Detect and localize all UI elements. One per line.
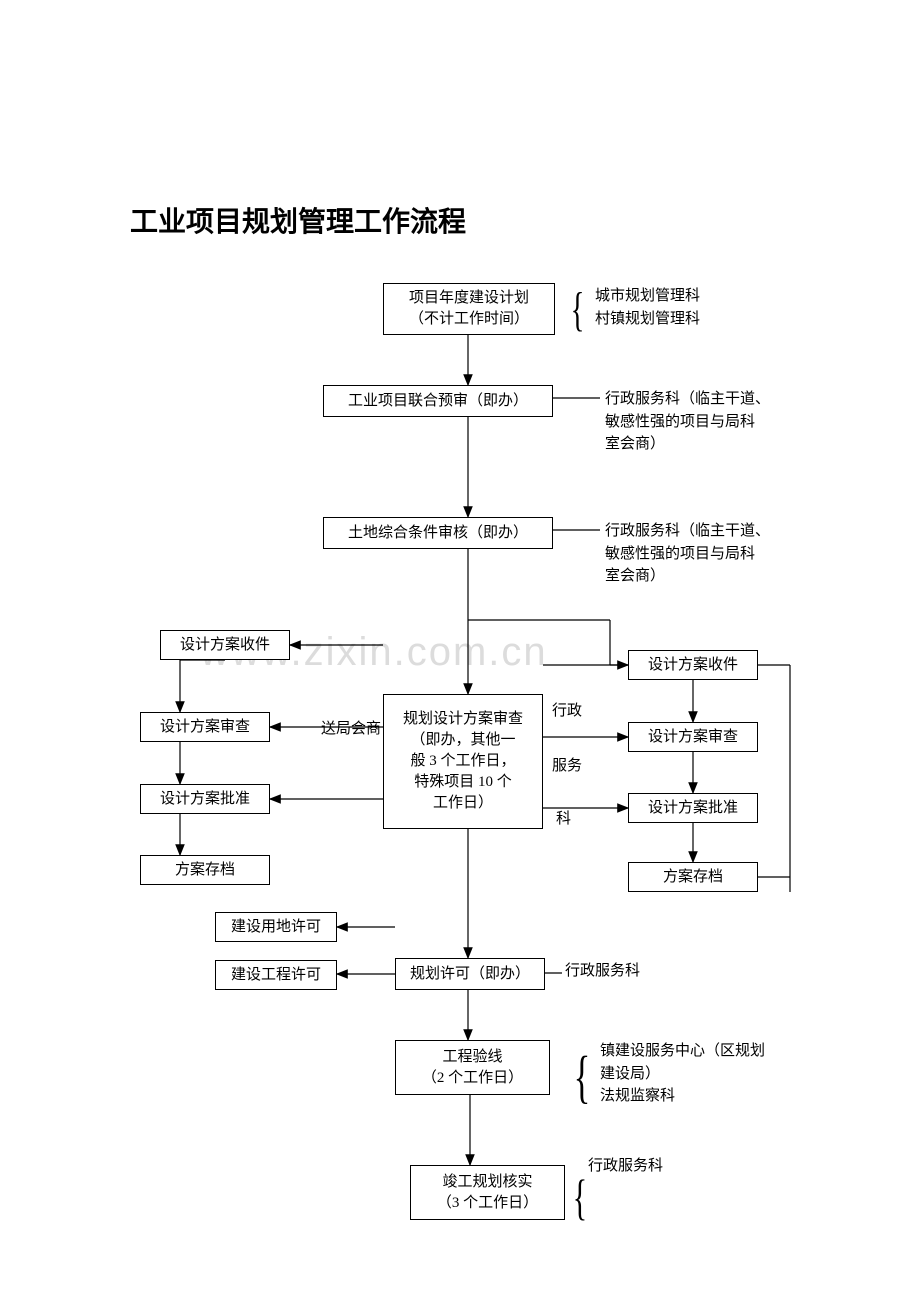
brace-2: { <box>574 1048 591 1106</box>
node-completion-verify: 竣工规划核实（3 个工作日） <box>410 1165 565 1220</box>
note-a3: 行政服务科（临主干道、敏感性强的项目与局科室会商） <box>605 520 770 588</box>
node-right-receive: 设计方案收件 <box>628 650 758 680</box>
node-joint-preaudit: 工业项目联合预审（即办） <box>323 385 553 417</box>
node-line-inspection: 工程验线（2 个工作日） <box>395 1040 550 1095</box>
node-design-review: 规划设计方案审查（即办，其他一般 3 个工作日，特殊项目 10 个工作日） <box>383 694 543 829</box>
node-annual-plan: 项目年度建设计划（不计工作时间） <box>383 283 555 335</box>
node-right-approve: 设计方案批准 <box>628 793 758 823</box>
note-a5: 镇建设服务中心（区规划建设局）法规监察科 <box>600 1040 765 1108</box>
node-land-conditions: 土地综合条件审核（即办） <box>323 517 553 549</box>
note-a1: 城市规划管理科村镇规划管理科 <box>595 285 700 330</box>
node-construction-permit: 建设工程许可 <box>215 960 337 990</box>
note-a4: 行政服务科 <box>565 960 640 983</box>
node-left-archive: 方案存档 <box>140 855 270 885</box>
brace-1: { <box>571 286 585 334</box>
note-a8: 行政 <box>552 700 582 723</box>
node-left-receive: 设计方案收件 <box>160 630 290 660</box>
node-left-approve: 设计方案批准 <box>140 784 270 814</box>
note-a6: 行政服务科 <box>588 1155 663 1178</box>
node-right-review: 设计方案审查 <box>628 722 758 752</box>
node-left-review: 设计方案审查 <box>140 712 270 742</box>
note-a9: 服务 <box>552 755 582 778</box>
note-a10: 科 <box>556 808 571 831</box>
note-a7: 送局会商 <box>321 718 381 741</box>
node-land-permit: 建设用地许可 <box>215 912 337 942</box>
note-a2: 行政服务科（临主干道、敏感性强的项目与局科室会商） <box>605 388 770 456</box>
page-title: 工业项目规划管理工作流程 <box>130 200 466 240</box>
brace-3: { <box>573 1172 587 1222</box>
node-planning-permit: 规划许可（即办） <box>395 958 545 990</box>
node-right-archive: 方案存档 <box>628 862 758 892</box>
